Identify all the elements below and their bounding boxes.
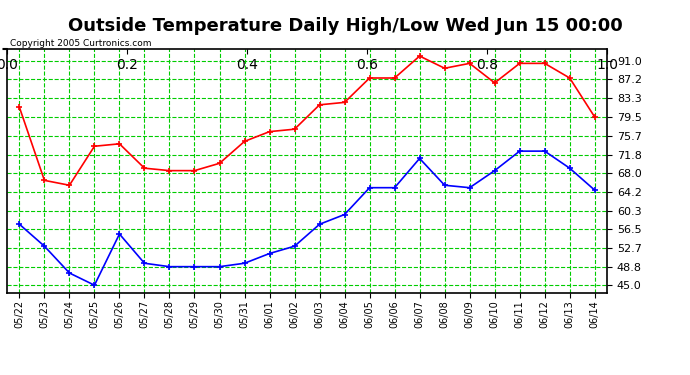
Text: Copyright 2005 Curtronics.com: Copyright 2005 Curtronics.com	[10, 39, 151, 48]
Text: Outside Temperature Daily High/Low Wed Jun 15 00:00: Outside Temperature Daily High/Low Wed J…	[68, 17, 622, 35]
